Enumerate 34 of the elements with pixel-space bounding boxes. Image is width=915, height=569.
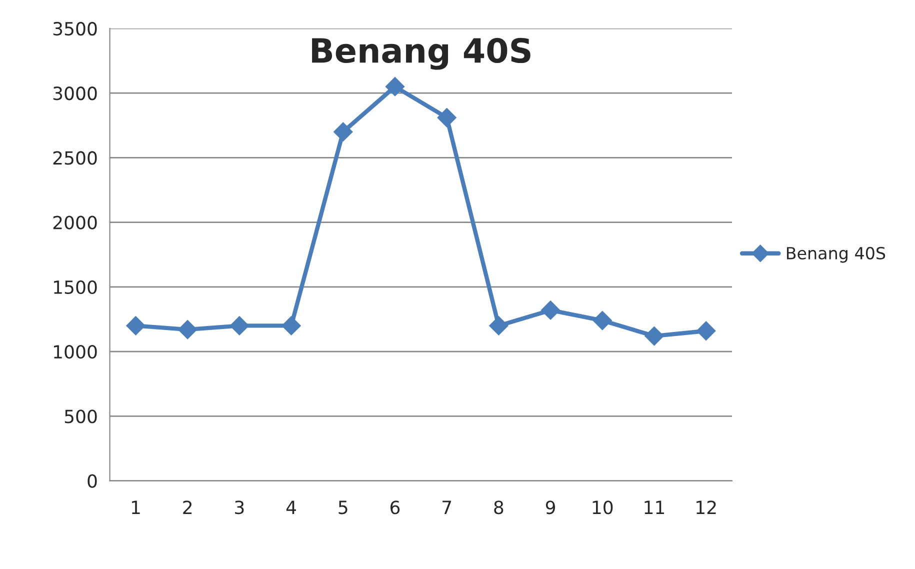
y-tick-label: 0 [88,474,97,488]
point [437,108,456,128]
y-tick-label: 2000 [53,216,97,230]
x-tick-label: 3 [235,500,244,514]
point [385,77,405,96]
point [696,321,716,340]
point [592,311,612,330]
y-tick-label: 500 [64,410,97,424]
point [126,316,146,336]
y-tick-label: 2500 [53,151,97,165]
point [644,326,664,346]
point [282,316,301,336]
x-tick-label: 8 [494,500,504,514]
x-tick-label: 1 [132,500,140,514]
y-tick-label: 1500 [54,280,97,294]
point [230,316,249,336]
y-tick-label: 1000 [54,345,97,359]
x-tick-label: 9 [546,500,555,514]
legend-label: Benang 40S [786,246,886,263]
x-tick-label: 5 [338,500,348,514]
x-tick-label: 7 [442,500,452,514]
x-tick-label: 4 [286,500,296,514]
x-tick-label: 11 [644,500,664,514]
y-tick-label: 3500 [53,22,97,36]
y-tick-label: 3000 [53,86,97,100]
point [489,316,508,336]
x-tick-label: 10 [592,500,613,514]
x-tick-label: 2 [183,500,192,514]
chart-title: Benang 40S [312,38,530,70]
point [334,122,353,142]
point [540,300,560,320]
x-tick-label: 12 [696,500,716,514]
point [178,320,198,340]
x-tick-label: 6 [390,500,400,514]
